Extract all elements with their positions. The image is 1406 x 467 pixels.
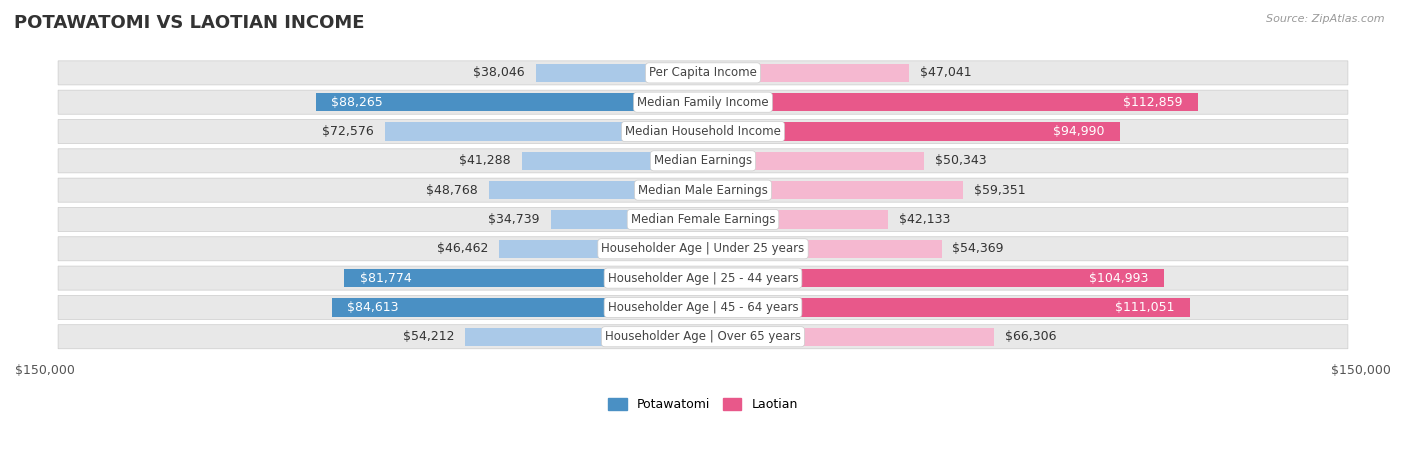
Bar (703, 210, 887, 228)
Text: POTAWATOMI VS LAOTIAN INCOME: POTAWATOMI VS LAOTIAN INCOME (14, 14, 364, 32)
Bar (703, 122, 1119, 141)
Bar (465, 328, 703, 346)
Text: Householder Age | 25 - 44 years: Householder Age | 25 - 44 years (607, 272, 799, 284)
Text: Median Family Income: Median Family Income (637, 96, 769, 109)
Bar (489, 181, 703, 199)
Legend: Potawatomi, Laotian: Potawatomi, Laotian (603, 393, 803, 416)
Text: $48,768: $48,768 (426, 184, 478, 197)
Text: Median Household Income: Median Household Income (626, 125, 780, 138)
Text: Householder Age | Under 25 years: Householder Age | Under 25 years (602, 242, 804, 255)
Text: $41,288: $41,288 (460, 154, 510, 167)
FancyBboxPatch shape (58, 296, 1348, 319)
Bar (703, 64, 910, 82)
Bar (703, 269, 1164, 287)
FancyBboxPatch shape (58, 266, 1348, 290)
Text: $54,369: $54,369 (952, 242, 1004, 255)
FancyBboxPatch shape (58, 120, 1348, 143)
Text: $111,051: $111,051 (1115, 301, 1175, 314)
Text: $42,133: $42,133 (898, 213, 950, 226)
Bar (536, 64, 703, 82)
Bar (703, 181, 963, 199)
Bar (332, 298, 703, 317)
FancyBboxPatch shape (58, 61, 1348, 85)
Bar (703, 152, 924, 170)
Text: Median Female Earnings: Median Female Earnings (631, 213, 775, 226)
FancyBboxPatch shape (58, 90, 1348, 114)
Bar (551, 210, 703, 228)
Text: $46,462: $46,462 (437, 242, 488, 255)
Text: Source: ZipAtlas.com: Source: ZipAtlas.com (1267, 14, 1385, 24)
Text: $47,041: $47,041 (921, 66, 972, 79)
Text: Median Earnings: Median Earnings (654, 154, 752, 167)
Text: $59,351: $59,351 (974, 184, 1026, 197)
Text: Householder Age | Over 65 years: Householder Age | Over 65 years (605, 330, 801, 343)
Bar (703, 240, 942, 258)
Text: $54,212: $54,212 (402, 330, 454, 343)
FancyBboxPatch shape (58, 325, 1348, 349)
Bar (316, 93, 703, 111)
FancyBboxPatch shape (58, 178, 1348, 202)
Text: $38,046: $38,046 (474, 66, 524, 79)
FancyBboxPatch shape (58, 207, 1348, 232)
Bar (703, 93, 1198, 111)
Text: Householder Age | 45 - 64 years: Householder Age | 45 - 64 years (607, 301, 799, 314)
Text: $34,739: $34,739 (488, 213, 540, 226)
Text: $50,343: $50,343 (935, 154, 987, 167)
Bar (499, 240, 703, 258)
Text: $104,993: $104,993 (1088, 272, 1149, 284)
Bar (703, 298, 1191, 317)
FancyBboxPatch shape (58, 237, 1348, 261)
Text: Per Capita Income: Per Capita Income (650, 66, 756, 79)
Text: $88,265: $88,265 (332, 96, 382, 109)
Text: Median Male Earnings: Median Male Earnings (638, 184, 768, 197)
Text: $84,613: $84,613 (347, 301, 399, 314)
Bar (703, 328, 994, 346)
Bar (344, 269, 703, 287)
Text: $94,990: $94,990 (1053, 125, 1104, 138)
Text: $66,306: $66,306 (1005, 330, 1056, 343)
FancyBboxPatch shape (58, 149, 1348, 173)
Bar (522, 152, 703, 170)
Text: $81,774: $81,774 (360, 272, 412, 284)
Text: $112,859: $112,859 (1123, 96, 1182, 109)
Bar (385, 122, 703, 141)
Text: $72,576: $72,576 (322, 125, 374, 138)
